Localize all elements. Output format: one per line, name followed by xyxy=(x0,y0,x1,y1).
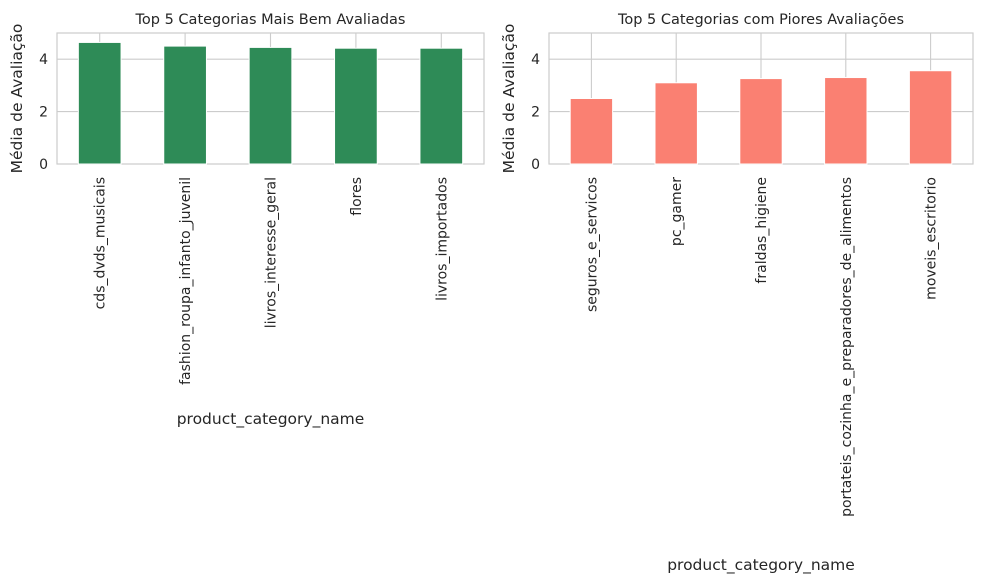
x-tick-label: fraldas_higiene xyxy=(754,177,770,284)
x-tick-label: pc_gamer xyxy=(669,177,685,246)
chart-title-left: Top 5 Categorias Mais Bem Avaliadas xyxy=(135,12,406,28)
x-ticks-left: cds_dvds_musicais fashion_roupa_infanto_j… xyxy=(93,177,451,385)
x-tick-label: cds_dvds_musicais xyxy=(93,177,109,309)
y-ticks-left: 0 2 4 xyxy=(39,52,48,173)
y-tick-label: 4 xyxy=(39,52,48,68)
chart-title-right: Top 5 Categorias com Piores Avaliações xyxy=(617,12,904,28)
y-ticks-right: 0 2 4 xyxy=(531,52,540,173)
bar-moveis_escritorio xyxy=(908,70,953,165)
bar-pc_gamer xyxy=(654,82,698,165)
bar-portateis_cozinha_e_preparadores_de_alimentos xyxy=(824,77,868,165)
y-tick-label: 4 xyxy=(531,52,540,68)
x-tick-label: moveis_escritorio xyxy=(924,177,940,300)
y-axis-label-left: Média de Avaliação xyxy=(8,24,26,174)
bars-right xyxy=(569,70,953,165)
y-axis-label-right: Média de Avaliação xyxy=(500,24,518,174)
bar-livros_importados xyxy=(419,47,464,165)
bar-fashion_roupa_infanto_juvenil xyxy=(163,45,207,165)
x-tick-label: livros_interesse_geral xyxy=(264,177,280,328)
x-axis-label-right: product_category_name xyxy=(667,556,855,575)
x-tick-label: flores xyxy=(349,177,365,216)
x-tick-label: fashion_roupa_infanto_juvenil xyxy=(178,177,194,385)
x-axis-label-left: product_category_name xyxy=(177,410,365,429)
y-tick-label: 2 xyxy=(531,105,540,121)
bar-fraldas_higiene xyxy=(739,78,783,165)
bar-seguros_e_servicos xyxy=(569,98,614,165)
chart-left: 0 2 4 cds_dvds_musicais fashion_roupa_infan… xyxy=(8,12,485,429)
y-tick-label: 0 xyxy=(39,157,48,173)
y-tick-label: 0 xyxy=(531,157,540,173)
x-tick-label: portateis_cozinha_e_preparadores_de_alim… xyxy=(839,177,855,517)
bar-cds_dvds_musicais xyxy=(77,41,122,165)
bar-flores xyxy=(334,47,378,165)
y-tick-label: 2 xyxy=(39,105,48,121)
bar-livros_interesse_geral xyxy=(248,46,293,165)
chart-right: 0 2 4 seguros_e_servicos pc_gamer fraldas_hi… xyxy=(500,12,974,575)
bars-left xyxy=(77,41,464,165)
x-ticks-right: seguros_e_servicos pc_gamer fraldas_higien… xyxy=(584,177,939,517)
x-tick-label: seguros_e_servicos xyxy=(584,177,600,312)
x-tick-label: livros_importados xyxy=(434,177,450,301)
